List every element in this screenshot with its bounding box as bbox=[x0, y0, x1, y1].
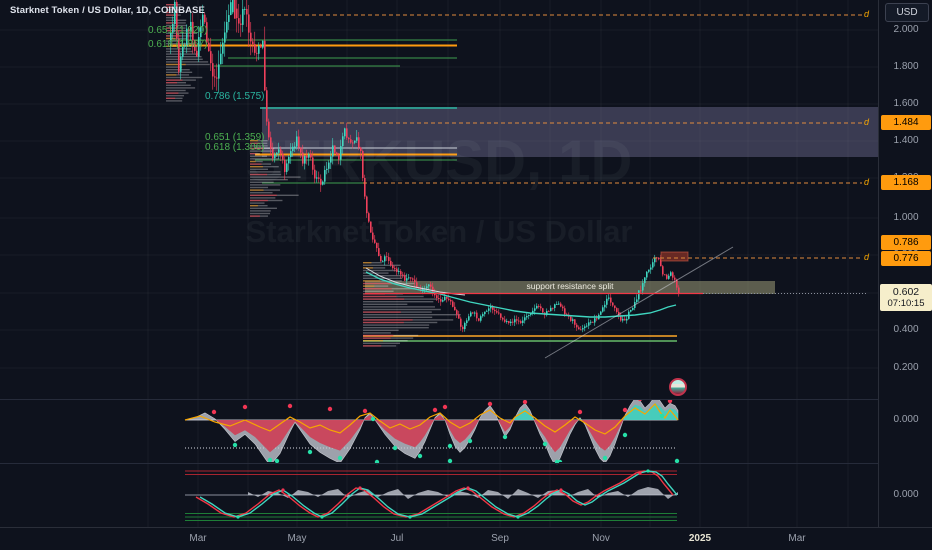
price-tick-label: 0.200 bbox=[893, 362, 919, 373]
oscillator-pane-2[interactable] bbox=[185, 469, 678, 521]
price-tick-label: 0.000 bbox=[893, 489, 919, 500]
stoch-d-line bbox=[195, 470, 674, 518]
time-axis-label: Jul bbox=[390, 533, 404, 544]
trendline bbox=[544, 246, 734, 359]
alert-price-tag: 1.484 bbox=[881, 115, 931, 130]
volume-profile bbox=[363, 262, 461, 347]
fib-level-label: 0.618 (1.306) bbox=[205, 142, 265, 153]
alert-price-tag: 0.776 bbox=[881, 251, 931, 266]
price-tick-label: 0.000 bbox=[893, 414, 919, 425]
time-axis[interactable]: Mar May Jul Sep Nov 2025 Mar bbox=[0, 527, 932, 550]
grid bbox=[0, 0, 878, 527]
currency-toggle-button[interactable]: USD bbox=[885, 3, 929, 22]
fib-lines bbox=[170, 39, 677, 342]
indicator-avatar-icon[interactable] bbox=[669, 378, 687, 396]
bar-countdown: 07:10:15 bbox=[887, 298, 925, 309]
last-price-tag: 0.602 07:10:15 bbox=[880, 284, 932, 311]
price-tick-label: 1.600 bbox=[893, 98, 919, 109]
main-pane[interactable] bbox=[166, 0, 878, 359]
fib-level-label: 0.651 (1.359) bbox=[205, 132, 265, 143]
osc-signal-line bbox=[184, 403, 679, 435]
support-resistance-label: support resistance split bbox=[526, 281, 614, 291]
price-tick-label: 2.000 bbox=[893, 24, 919, 35]
pane-divider-2[interactable] bbox=[0, 463, 932, 464]
pane-divider-1[interactable] bbox=[0, 399, 932, 400]
symbol-info[interactable]: Starknet Token / US Dollar, 1D, COINBASE bbox=[10, 5, 205, 16]
time-axis-label: Mar bbox=[788, 533, 806, 544]
alert-d-marker[interactable]: d bbox=[864, 9, 870, 19]
time-axis-label: May bbox=[287, 533, 307, 544]
time-axis-label: Nov bbox=[592, 533, 610, 544]
alert-price-tag: 0.786 bbox=[881, 235, 931, 250]
volume-profile bbox=[250, 140, 301, 217]
last-price-value: 0.602 bbox=[892, 286, 920, 298]
alert-d-marker[interactable]: d bbox=[864, 252, 870, 262]
purple-zone bbox=[262, 107, 878, 157]
fib-level-label: 0.651 (1.920) bbox=[148, 25, 208, 36]
alert-lines[interactable] bbox=[263, 14, 862, 259]
price-tick-label: 1.400 bbox=[893, 135, 919, 146]
candlestick-series bbox=[170, 0, 680, 333]
main-chart[interactable] bbox=[0, 0, 878, 527]
osc-histogram bbox=[248, 487, 678, 499]
price-axis[interactable]: USD 2.0001.8001.6001.4001.2001.0000.8000… bbox=[878, 0, 932, 527]
fib-level-label: 0.786 (1.575) bbox=[205, 91, 265, 102]
oscillator-pane-1[interactable] bbox=[184, 394, 679, 466]
support-resistance-zone bbox=[365, 281, 775, 294]
supply-box bbox=[660, 251, 689, 262]
alert-d-marker[interactable]: d bbox=[864, 177, 870, 187]
time-axis-label: Mar bbox=[189, 533, 207, 544]
ma-teal bbox=[365, 271, 677, 318]
fib-level-label: 0.618 (1.867) bbox=[148, 39, 208, 50]
price-tick-label: 1.800 bbox=[893, 61, 919, 72]
time-axis-label: 2025 bbox=[688, 533, 712, 544]
price-tick-label: 1.000 bbox=[893, 212, 919, 223]
time-axis-label: Sep bbox=[491, 533, 509, 544]
alert-price-tag: 1.168 bbox=[881, 175, 931, 190]
price-tick-label: 0.400 bbox=[893, 324, 919, 335]
alert-d-marker[interactable]: d bbox=[864, 117, 870, 127]
